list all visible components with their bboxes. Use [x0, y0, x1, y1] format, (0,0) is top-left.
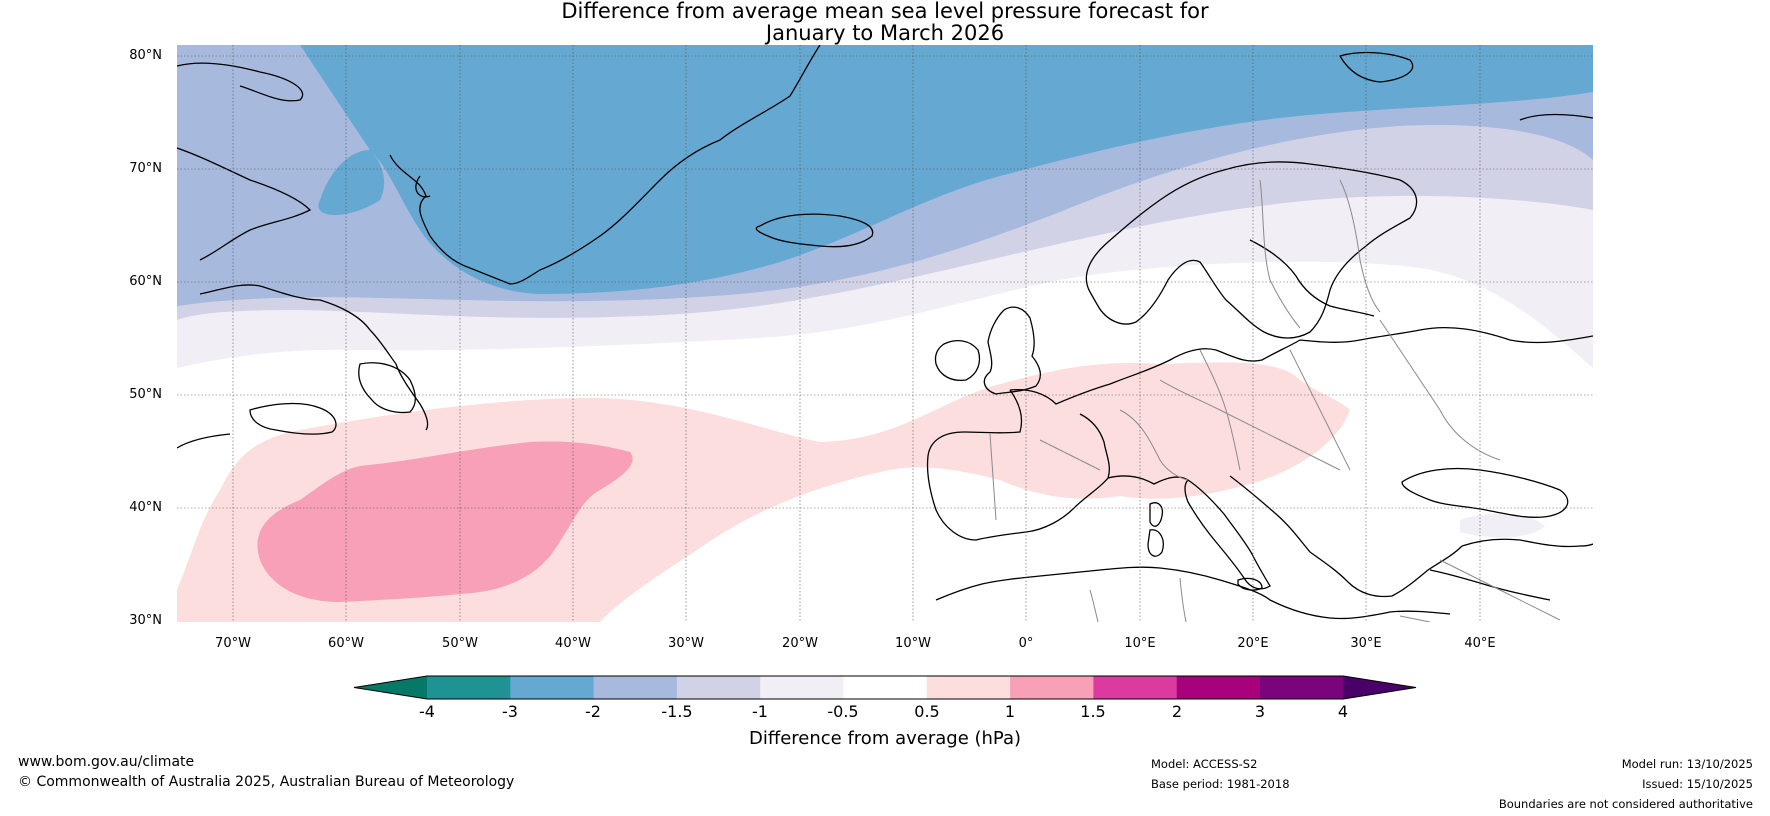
model-name: Model: ACCESS-S2: [1151, 757, 1258, 771]
iberia-coast: [926, 389, 1110, 541]
lon-label-30w: 30°W: [668, 636, 704, 651]
model-run-date: Model run: 13/10/2025: [1621, 757, 1753, 771]
contour-patch-east-med: [1460, 513, 1545, 538]
lon-label-40w: 40°W: [555, 636, 591, 651]
coastlines: [177, 45, 1593, 620]
colorbar-tick-2: -2: [585, 702, 601, 721]
graticule: [177, 45, 1593, 622]
lon-label-20w: 20°W: [782, 636, 818, 651]
lat-label-70n: 70°N: [129, 161, 162, 176]
iceland-coast: [755, 213, 874, 248]
europe-mainland-coast: [1009, 326, 1593, 405]
lon-label-50w: 50°W: [442, 636, 478, 651]
colorbar-tick-1: -3: [502, 702, 518, 721]
issued-date: Issued: 15/10/2025: [1642, 777, 1753, 791]
lat-label-30n: 30°N: [129, 613, 162, 628]
nova-scotia-coast: [177, 402, 337, 449]
colorbar-tick-7: 1: [1004, 702, 1016, 721]
turkey-coast: [1429, 538, 1593, 601]
lon-label-70w: 70°W: [215, 636, 251, 651]
lon-label-40e: 40°E: [1464, 636, 1496, 651]
copyright-text: © Commonwealth of Australia 2025, Austra…: [18, 774, 515, 790]
lat-label-50n: 50°N: [129, 387, 162, 402]
great-britain-coast: [983, 306, 1042, 395]
colorbar-tick-3: -1.5: [661, 702, 693, 721]
contour-band-minus-3: [300, 45, 1593, 294]
border-central-europe: [1159, 379, 1341, 471]
italy-coast: [1184, 479, 1271, 590]
colorbar-tick-8: 1.5: [1080, 702, 1106, 721]
border-turkey: [1439, 559, 1561, 621]
border-spain-france: [1039, 439, 1101, 471]
lat-label-80n: 80°N: [129, 48, 162, 63]
canada-arctic-coast: [177, 62, 312, 261]
border-finland-russia: [1339, 179, 1381, 313]
lon-label-60w: 60°W: [328, 636, 364, 651]
lat-label-40n: 40°N: [129, 500, 162, 515]
ireland-coast: [934, 339, 981, 382]
lon-label-20e: 20°E: [1237, 636, 1269, 651]
greenland-fjord: [415, 175, 431, 198]
border-spain-portugal: [989, 433, 997, 521]
colorbar-title: Difference from average (hPa): [748, 728, 1022, 749]
border-north-africa: [1089, 577, 1431, 622]
map-title-line-1: Difference from average mean sea level p…: [561, 0, 1209, 23]
sicily-coast: [1237, 577, 1263, 591]
baltic-coast: [1249, 239, 1375, 317]
colorbar-tick-5: -0.5: [827, 702, 859, 721]
colorbar-tick-0: -4: [419, 702, 435, 721]
map-title-line-2: January to March 2026: [765, 21, 1005, 45]
lon-label-10w: 10°W: [895, 636, 931, 651]
country-borders: [989, 179, 1561, 622]
border-germany-poland: [1199, 349, 1241, 471]
black-sea-coast: [1401, 467, 1569, 518]
colorbar-tick-9: 2: [1171, 702, 1183, 721]
website-link[interactable]: www.bom.gov.au/climate: [18, 754, 195, 770]
greenland-coast: [389, 45, 821, 285]
novaya-zemlya-coast: [1519, 113, 1593, 121]
border-norway-sweden: [1259, 179, 1301, 329]
newfoundland-coast: [358, 362, 416, 414]
lat-label-60n: 60°N: [129, 274, 162, 289]
border-poland-ukraine: [1289, 349, 1351, 471]
base-period: Base period: 1981-2018: [1151, 777, 1290, 791]
lon-label-0: 0°: [1018, 636, 1034, 651]
canada-labrador-coast: [199, 284, 429, 431]
border-belarus-russia: [1379, 319, 1501, 461]
colorbar-tick-6: 0.5: [914, 702, 940, 721]
lon-label-30e: 30°E: [1350, 636, 1382, 651]
sardinia-corsica-coast: [1147, 502, 1164, 557]
svalbard-coast: [1339, 51, 1414, 83]
boundaries-disclaimer: Boundaries are not considered authoritat…: [1498, 797, 1753, 811]
lon-label-10e: 10°E: [1124, 636, 1156, 651]
border-france-germany: [1119, 409, 1189, 481]
north-africa-coast: [935, 566, 1451, 620]
balkans-coast: [1229, 475, 1463, 598]
colorbar-tick-11: 4: [1337, 702, 1349, 721]
colorbar-tick-10: 3: [1254, 702, 1266, 721]
scandinavia-coast: [1085, 161, 1418, 339]
colorbar-tick-4: -1: [752, 702, 768, 721]
contour-band-plus-1: [257, 441, 633, 602]
